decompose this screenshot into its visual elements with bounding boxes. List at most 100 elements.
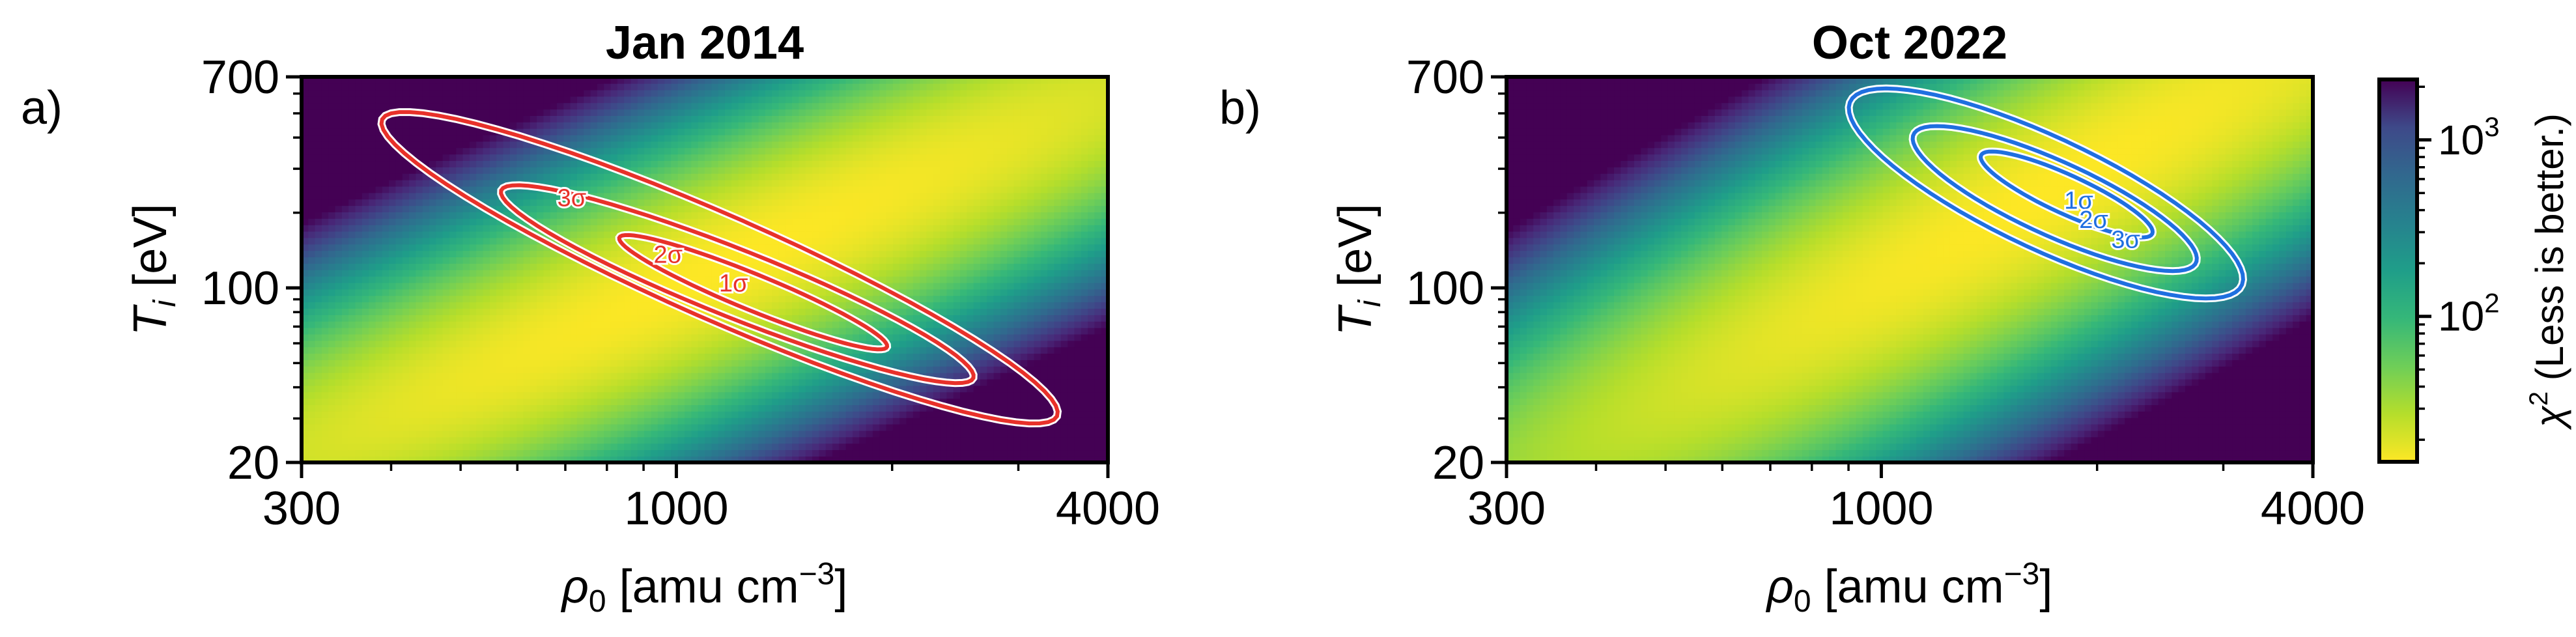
heatmap-cell bbox=[335, 173, 343, 180]
heatmap-cell bbox=[792, 83, 800, 91]
heatmap-cell bbox=[409, 423, 417, 431]
heatmap-cell bbox=[476, 257, 484, 264]
heatmap-cell bbox=[509, 302, 517, 309]
heatmap-cell bbox=[624, 423, 632, 431]
heatmap-cell bbox=[651, 89, 658, 97]
heatmap-cell bbox=[302, 295, 309, 303]
heatmap-cell bbox=[409, 115, 417, 122]
heatmap-cell bbox=[758, 282, 766, 290]
heatmap-cell bbox=[825, 430, 833, 438]
heatmap-cell bbox=[644, 372, 652, 380]
heatmap-cell bbox=[624, 320, 632, 328]
heatmap-cell bbox=[449, 417, 457, 425]
heatmap-cell bbox=[651, 353, 658, 360]
heatmap-cell bbox=[308, 199, 316, 206]
heatmap-cell bbox=[537, 366, 545, 373]
heatmap-cell bbox=[617, 353, 625, 360]
heatmap-cell bbox=[483, 212, 490, 219]
heatmap-cell bbox=[537, 385, 545, 393]
heatmap-cell bbox=[308, 353, 316, 360]
heatmap-cell bbox=[557, 199, 565, 206]
heatmap-cell bbox=[691, 102, 699, 110]
heatmap-cell bbox=[832, 134, 840, 142]
heatmap-cell bbox=[369, 205, 376, 212]
heatmap-cell bbox=[442, 199, 450, 206]
heatmap-cell bbox=[517, 96, 524, 104]
heatmap-cell bbox=[671, 109, 679, 116]
heatmap-cell bbox=[308, 231, 316, 238]
heatmap-cell bbox=[496, 141, 504, 149]
heatmap-cell bbox=[604, 96, 612, 104]
heatmap-cell bbox=[597, 250, 605, 258]
heatmap-cell bbox=[832, 109, 840, 116]
heatmap-cell bbox=[637, 449, 645, 457]
heatmap-cell bbox=[302, 423, 309, 431]
heatmap-cell bbox=[402, 263, 410, 270]
heatmap-cell bbox=[677, 122, 685, 129]
heatmap-cell bbox=[563, 378, 571, 386]
heatmap-cell bbox=[496, 295, 504, 303]
heatmap-cell bbox=[799, 366, 806, 373]
heatmap-cell bbox=[711, 192, 719, 200]
heatmap-cell bbox=[537, 263, 545, 270]
heatmap-cell bbox=[530, 360, 537, 367]
heatmap-cell bbox=[630, 430, 638, 438]
heatmap-cell bbox=[604, 173, 612, 180]
heatmap-cell bbox=[570, 186, 578, 193]
heatmap-cell bbox=[724, 411, 733, 418]
heatmap-cell bbox=[375, 231, 383, 238]
heatmap-cell bbox=[604, 212, 612, 219]
heatmap-cell bbox=[819, 141, 827, 149]
heatmap-cell bbox=[590, 417, 598, 425]
heatmap-cell bbox=[718, 443, 726, 451]
heatmap-cell bbox=[422, 289, 430, 296]
heatmap-cell bbox=[584, 404, 591, 412]
heatmap-cell bbox=[651, 436, 658, 444]
heatmap-cell bbox=[604, 192, 612, 200]
heatmap-cell bbox=[812, 128, 820, 135]
heatmap-cell bbox=[671, 102, 679, 110]
heatmap-cell bbox=[731, 417, 739, 425]
heatmap-cell bbox=[825, 372, 833, 380]
heatmap-cell bbox=[308, 263, 316, 270]
heatmap-cell bbox=[389, 128, 397, 135]
heatmap-cell bbox=[442, 102, 450, 110]
heatmap-cell bbox=[409, 347, 417, 354]
heatmap-cell bbox=[657, 333, 665, 341]
heatmap-cell bbox=[785, 295, 793, 303]
heatmap-cell bbox=[557, 122, 565, 129]
heatmap-cell bbox=[389, 385, 397, 393]
heatmap-cell bbox=[738, 250, 746, 258]
heatmap-cell bbox=[489, 340, 497, 348]
heatmap-cell bbox=[610, 411, 618, 418]
heatmap-cell bbox=[664, 430, 672, 438]
heatmap-cell bbox=[597, 417, 605, 425]
heatmap-cell bbox=[590, 333, 598, 341]
heatmap-cell bbox=[308, 404, 316, 412]
heatmap-cell bbox=[852, 89, 860, 97]
heatmap-cell bbox=[698, 192, 705, 200]
heatmap-cell bbox=[799, 404, 806, 412]
heatmap-cell bbox=[530, 192, 537, 200]
heatmap-cell bbox=[402, 302, 410, 309]
heatmap-cell bbox=[537, 360, 545, 367]
heatmap-cell bbox=[389, 102, 397, 110]
heatmap-cell bbox=[765, 436, 772, 444]
heatmap-cell bbox=[778, 417, 786, 425]
heatmap-cell bbox=[422, 302, 430, 309]
heatmap-cell bbox=[436, 378, 444, 386]
heatmap-cell bbox=[375, 237, 383, 245]
heatmap-cell bbox=[302, 186, 309, 193]
heatmap-cell bbox=[664, 147, 672, 155]
heatmap-cell bbox=[778, 167, 786, 174]
heatmap-cell bbox=[335, 257, 343, 264]
heatmap-cell bbox=[778, 154, 786, 162]
heatmap-cell bbox=[819, 417, 827, 425]
heatmap-cell bbox=[738, 167, 746, 174]
heatmap-cell bbox=[537, 391, 545, 399]
heatmap-cell bbox=[361, 89, 369, 97]
heatmap-cell bbox=[852, 102, 860, 110]
heatmap-cell bbox=[328, 398, 336, 405]
heatmap-cell bbox=[752, 302, 759, 309]
heatmap-cell bbox=[361, 109, 369, 116]
